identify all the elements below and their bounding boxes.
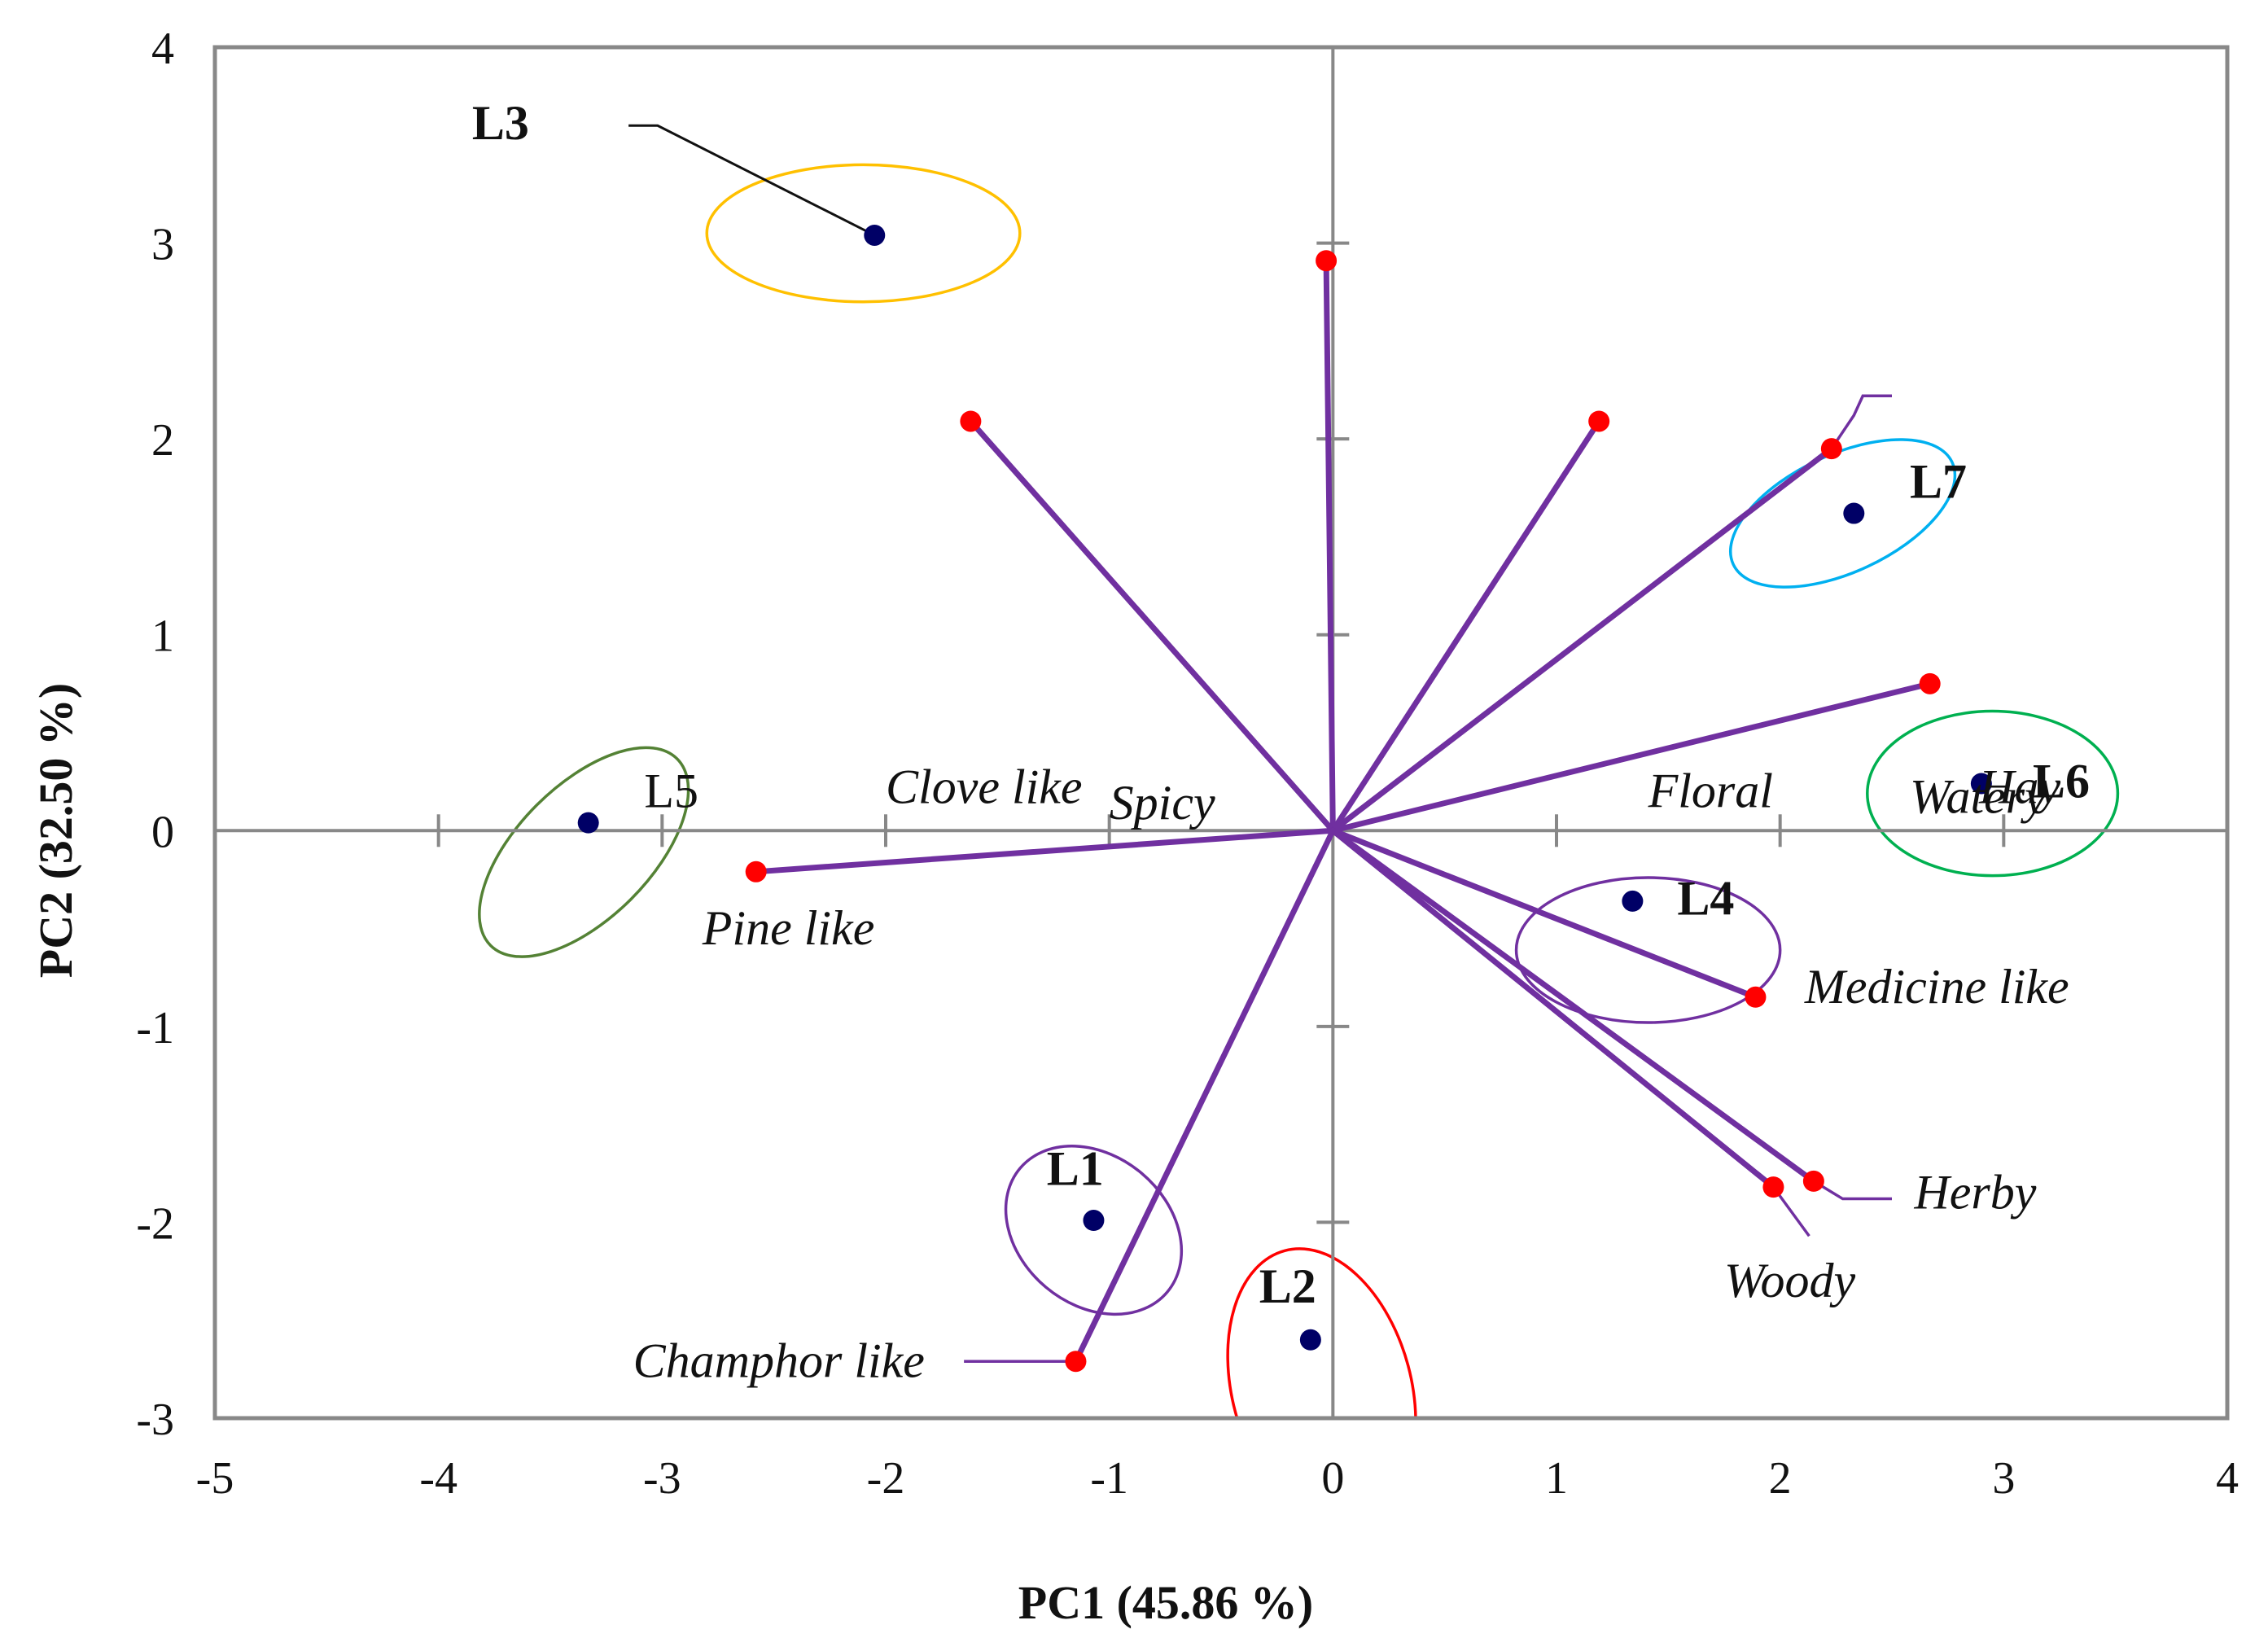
x-tick-labels: -5 -4 -3 -2 -1 0 1 2 3 4 bbox=[196, 1453, 2239, 1504]
vector-herby bbox=[1329, 827, 1817, 1185]
vector-pine-like bbox=[753, 827, 1336, 875]
label-leader-lines bbox=[628, 124, 1892, 1363]
label-spicy: Spicy bbox=[1110, 776, 1215, 830]
label-l5: L5 bbox=[644, 764, 698, 817]
label-l7: L7 bbox=[1910, 454, 1967, 508]
leader-l3 bbox=[628, 124, 875, 237]
label-clove-like: Clove like bbox=[886, 760, 1083, 814]
point-hay bbox=[1919, 672, 1941, 694]
x-tick-label: -5 bbox=[196, 1453, 234, 1504]
leader-watery bbox=[1830, 394, 1892, 450]
ellipse-l3 bbox=[705, 163, 1022, 304]
x-tick-label: 3 bbox=[1992, 1453, 2015, 1504]
x-tick-label: -3 bbox=[643, 1453, 681, 1504]
y-tick-label: 3 bbox=[151, 220, 174, 270]
point-champhor-like bbox=[1065, 1351, 1087, 1373]
x-axis-title: PC1 (45.86 %) bbox=[1018, 1576, 1313, 1629]
attribute-vectors bbox=[753, 257, 1933, 1364]
point-l4 bbox=[1622, 890, 1644, 912]
y-tick-label: 4 bbox=[151, 24, 174, 74]
y-tick-label: -1 bbox=[136, 1003, 174, 1053]
label-l6: L6 bbox=[2033, 754, 2090, 808]
point-herby bbox=[1802, 1170, 1824, 1192]
point-floral bbox=[1588, 410, 1610, 432]
vector-spicy bbox=[1323, 257, 1336, 834]
vector-woody bbox=[1329, 827, 1776, 1190]
point-medicine-like bbox=[1745, 986, 1767, 1008]
label-l3: L3 bbox=[472, 96, 529, 150]
point-clove-like bbox=[960, 410, 982, 432]
y-tick-label: 1 bbox=[151, 611, 174, 662]
label-pine-like: Pine like bbox=[702, 901, 875, 955]
vector-clove-like bbox=[967, 418, 1336, 834]
point-l7 bbox=[1843, 502, 1865, 524]
vector-hay bbox=[1329, 681, 1933, 834]
label-woody: Woody bbox=[1724, 1254, 1855, 1307]
vector-watery bbox=[1329, 445, 1835, 834]
point-woody bbox=[1762, 1176, 1784, 1198]
plot-frame bbox=[212, 45, 2230, 1421]
point-l6 bbox=[1970, 773, 1992, 795]
label-l4: L4 bbox=[1677, 872, 1734, 926]
point-pine-like bbox=[745, 861, 767, 882]
leader-herby bbox=[1812, 1180, 1892, 1201]
ellipse-l5 bbox=[478, 746, 690, 958]
label-watery: Watery bbox=[1910, 770, 2047, 824]
x-tick-label: -1 bbox=[1090, 1453, 1128, 1504]
x-tick-label: -4 bbox=[419, 1453, 458, 1504]
ellipse-l4 bbox=[1514, 876, 1782, 1024]
point-l3 bbox=[864, 224, 886, 246]
label-herby: Herby bbox=[1913, 1166, 2036, 1220]
label-floral: Floral bbox=[1648, 764, 1773, 817]
point-spicy bbox=[1316, 250, 1338, 272]
vector-medicine-like bbox=[1329, 827, 1758, 1001]
point-l5 bbox=[577, 812, 599, 834]
vector-floral bbox=[1329, 418, 1602, 834]
inner-ticks bbox=[436, 241, 2006, 1224]
label-l1: L1 bbox=[1047, 1142, 1104, 1196]
ellipse-l6 bbox=[1866, 709, 2120, 878]
y-tick-label: 2 bbox=[151, 415, 174, 466]
y-tick-label: 0 bbox=[151, 807, 174, 857]
attribute-points bbox=[745, 250, 1941, 1373]
x-tick-label: 4 bbox=[2216, 1453, 2239, 1504]
label-medicine-like: Medicine like bbox=[1804, 960, 2069, 1014]
point-watery bbox=[1820, 438, 1842, 460]
axes: -5 -4 -3 -2 -1 0 1 2 3 4 -3 -2 -1 0 1 2 3 4 bbox=[136, 24, 2239, 1504]
y-tick-labels: -3 -2 -1 0 1 2 3 4 bbox=[136, 24, 174, 1445]
y-axis-title: PC2 (32.50 %) bbox=[29, 683, 82, 978]
x-tick-label: 0 bbox=[1321, 1453, 1344, 1504]
x-tick-label: -2 bbox=[867, 1453, 905, 1504]
label-champhor-like: Champhor like bbox=[633, 1334, 925, 1387]
point-l2 bbox=[1299, 1329, 1321, 1351]
label-hay: Hay bbox=[1978, 760, 2060, 814]
sample-points bbox=[577, 224, 1992, 1351]
point-l1 bbox=[1083, 1210, 1105, 1232]
ellipse-l2 bbox=[1226, 1247, 1417, 1418]
x-tick-label: 1 bbox=[1545, 1453, 1568, 1504]
x-tick-label: 2 bbox=[1769, 1453, 1792, 1504]
vector-champhor-like bbox=[1072, 827, 1336, 1364]
y-tick-label: -3 bbox=[136, 1395, 174, 1445]
label-l2: L2 bbox=[1259, 1259, 1316, 1313]
y-tick-label: -2 bbox=[136, 1198, 174, 1249]
ellipse-l1 bbox=[1004, 1145, 1184, 1316]
